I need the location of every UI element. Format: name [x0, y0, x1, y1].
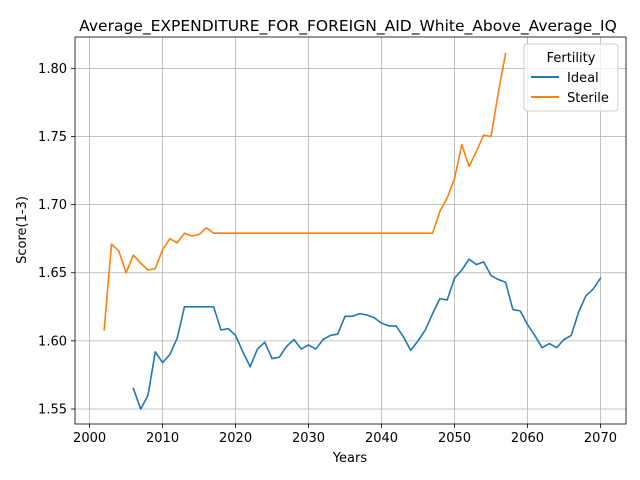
legend-box — [523, 43, 619, 112]
x-tick-label: 2050 — [438, 431, 471, 446]
series-line-sterile — [103, 52, 507, 331]
y-tick-label: 1.65 — [38, 266, 67, 281]
y-tick-label: 1.55 — [38, 403, 67, 418]
x-tick-label: 2000 — [73, 431, 106, 446]
x-axis-label: Years — [332, 451, 368, 466]
plot-frame — [74, 36, 627, 425]
x-tick-label: 2030 — [292, 431, 325, 446]
legend-title: Fertility — [547, 51, 596, 66]
x-tick-label: 2020 — [219, 431, 252, 446]
y-tick-label: 1.80 — [38, 62, 67, 77]
x-tick-label: 2070 — [584, 431, 617, 446]
y-axis-label: Score(1-3) — [15, 196, 30, 264]
y-tick-label: 1.60 — [38, 334, 67, 349]
y-tick-label: 1.75 — [38, 130, 67, 145]
series-line-ideal — [132, 258, 602, 410]
legend: Fertility Ideal Sterile — [523, 43, 619, 112]
y-tick-label: 1.70 — [38, 198, 67, 213]
legend-label-ideal: Ideal — [567, 71, 599, 86]
y-axis: 1.55 1.60 1.65 1.70 1.75 1.80 — [38, 62, 75, 418]
x-tick-label: 2010 — [146, 431, 179, 446]
legend-label-sterile: Sterile — [567, 91, 609, 106]
x-tick-label: 2060 — [511, 431, 544, 446]
chart-title: Average_EXPENDITURE_FOR_FOREIGN_AID_Whit… — [79, 17, 617, 36]
x-tick-label: 2040 — [365, 431, 398, 446]
x-axis: 2000 2010 2020 2030 2040 2050 2060 2070 — [73, 424, 617, 446]
series-lines — [103, 52, 602, 410]
